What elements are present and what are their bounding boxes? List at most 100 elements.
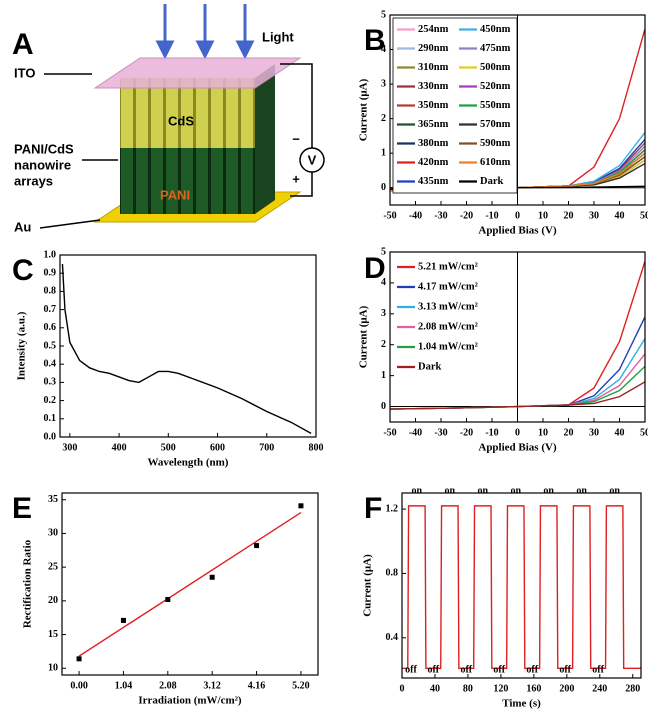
- y-axis-label: Current (μA): [358, 78, 370, 141]
- off-label: off: [460, 664, 472, 675]
- legend-label: 1.04 mW/cm²: [418, 341, 478, 352]
- plot-frame: [61, 492, 319, 676]
- x-tick-label: -10: [485, 210, 498, 221]
- array-label: arrays: [14, 173, 53, 188]
- data-point: [254, 543, 260, 549]
- pani-label: PANI: [160, 187, 190, 202]
- y-tick-label: 10: [48, 663, 58, 674]
- plot-frame: [59, 254, 317, 438]
- y-tick-label: 3: [381, 78, 386, 89]
- wire: [280, 63, 313, 148]
- y-tick-label: 0.8: [44, 286, 57, 297]
- y-tick-label: 0: [381, 401, 386, 412]
- data-point: [165, 597, 171, 603]
- legend-label: 290nm: [418, 43, 449, 54]
- off-label: off: [592, 664, 604, 675]
- plus-sign: +: [292, 171, 300, 186]
- x-axis-label: Wavelength (nm): [148, 457, 229, 469]
- on-label: on: [412, 485, 423, 496]
- voltmeter: [299, 147, 325, 173]
- x-tick-label: 10: [538, 210, 548, 221]
- y-tick-label: 30: [48, 528, 58, 539]
- y-tick-label: 2: [381, 339, 386, 350]
- off-label: off: [427, 664, 439, 675]
- on-label: on: [477, 485, 488, 496]
- y-tick-label: 1.2: [386, 503, 399, 514]
- on-label: on: [576, 485, 587, 496]
- light-arrows: [155, 4, 255, 60]
- y-tick-label: 0.9: [44, 267, 57, 278]
- x-tick-label: 30: [589, 210, 599, 221]
- x-tick-label: 240: [592, 683, 607, 694]
- y-tick-label: 2: [381, 113, 386, 124]
- fit-line: [78, 511, 302, 657]
- x-tick-label: 2.08: [159, 680, 177, 691]
- cds-rods: [120, 78, 255, 148]
- x-tick-label: 20: [564, 210, 574, 221]
- panel-letter: E: [12, 492, 32, 525]
- y-tick-label: 1.0: [44, 249, 57, 260]
- x-axis-label: Applied Bias (V): [478, 225, 557, 237]
- x-tick-label: 0: [515, 427, 520, 438]
- legend-label: 475nm: [480, 43, 511, 54]
- x-tick-label: 0.00: [70, 680, 88, 691]
- x-tick-label: 280: [625, 683, 640, 694]
- x-tick-label: 4.16: [248, 680, 266, 691]
- x-tick-label: 50: [640, 210, 648, 221]
- au-label: Au: [14, 219, 31, 234]
- x-tick-label: 600: [210, 442, 225, 453]
- rod-side: [255, 64, 275, 214]
- x-tick-label: 3.12: [203, 680, 221, 691]
- legend-label: 550nm: [480, 100, 511, 111]
- x-tick-label: 400: [112, 442, 127, 453]
- pani-rods: [120, 148, 255, 214]
- x-tick-label: 0: [400, 683, 405, 694]
- x-axis-label: Time (s): [502, 698, 541, 710]
- x-tick-label: 40: [615, 427, 625, 438]
- y-tick-label: 0.1: [44, 413, 57, 424]
- x-tick-label: -40: [409, 427, 422, 438]
- x-tick-label: 200: [559, 683, 574, 694]
- legend-label: 570nm: [480, 119, 511, 130]
- meter-label: V: [308, 152, 317, 167]
- off-label: off: [405, 664, 417, 675]
- x-tick-label: 40: [430, 683, 440, 694]
- panel-letter: C: [12, 254, 34, 287]
- on-label: on: [445, 485, 456, 496]
- data-point: [209, 574, 215, 580]
- x-tick-label: 80: [463, 683, 473, 694]
- legend-label: 310nm: [418, 62, 449, 73]
- plot-frame: [389, 251, 646, 423]
- on-label: on: [543, 485, 554, 496]
- x-tick-label: -50: [383, 210, 396, 221]
- plot-frame: [389, 14, 646, 206]
- legend-label: 420nm: [418, 157, 449, 168]
- x-axis-label: Applied Bias (V): [478, 442, 557, 454]
- legend-label: 5.21 mW/cm²: [418, 261, 478, 272]
- y-tick-label: 0.3: [44, 377, 57, 388]
- panel-letter: D: [364, 252, 386, 285]
- legend-label: 610nm: [480, 157, 511, 168]
- cds-label: CdS: [168, 113, 194, 128]
- x-tick-label: 700: [259, 442, 274, 453]
- y-tick-label: 1: [381, 370, 386, 381]
- legend-label: Dark: [418, 361, 441, 372]
- x-tick-label: -50: [383, 427, 396, 438]
- data-point: [120, 617, 126, 623]
- legend-label: 590nm: [480, 138, 511, 149]
- off-label: off: [526, 664, 538, 675]
- wire: [290, 172, 313, 197]
- x-tick-label: -30: [434, 427, 447, 438]
- legend-label: 2.08 mW/cm²: [418, 321, 478, 332]
- x-tick-label: -20: [460, 427, 473, 438]
- legend-label: Dark: [480, 176, 503, 187]
- y-tick-label: 4: [381, 277, 386, 288]
- legend-label: 365nm: [418, 119, 449, 130]
- legend-label: 350nm: [418, 100, 449, 111]
- x-tick-label: -40: [409, 210, 422, 221]
- y-tick-label: 0.4: [44, 358, 57, 369]
- y-axis-label: Current (μA): [362, 554, 374, 617]
- y-tick-label: 5: [381, 9, 386, 20]
- legend-label: 3.13 mW/cm²: [418, 301, 478, 312]
